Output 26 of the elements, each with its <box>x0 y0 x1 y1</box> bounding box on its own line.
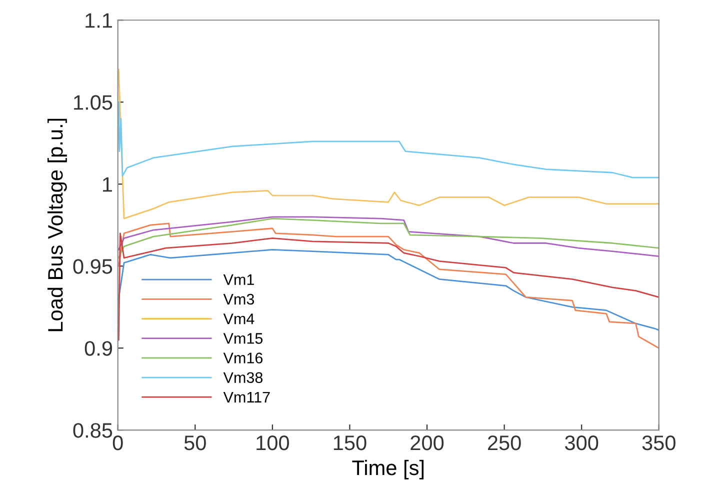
legend-label: Vm38 <box>223 372 263 384</box>
legend-label: Vm1 <box>223 274 254 285</box>
y-tick-label: 0.85 <box>73 423 112 438</box>
legend-label: Vm3 <box>223 294 254 305</box>
y-tick-label: 0.9 <box>84 341 112 356</box>
x-tick-label: 50 <box>184 435 206 450</box>
y-tick-label: 1 <box>103 177 112 192</box>
line-series <box>118 101 659 178</box>
legend-label: Vm4 <box>223 314 254 324</box>
x-tick-label: 200 <box>410 435 444 450</box>
x-tick-label: 150 <box>334 435 366 450</box>
y-tick-label: 1.05 <box>74 95 112 110</box>
y-axis-title: Load Bus Voltage [p.u.] <box>47 118 67 332</box>
legend-label: Vm16 <box>223 352 263 364</box>
line-series <box>118 248 659 331</box>
legend-label: Vm117 <box>223 392 270 402</box>
line-series <box>118 68 659 220</box>
x-tick-label: 100 <box>256 435 290 450</box>
y-tick-label: 1.1 <box>86 13 112 28</box>
x-tick-label: 0 <box>112 435 123 450</box>
y-tick-label: 0.95 <box>73 259 112 274</box>
x-axis-title: Time [s] <box>352 460 424 480</box>
x-tick-label: 250 <box>488 435 521 450</box>
x-tick-label: 300 <box>565 435 598 450</box>
legend-label: Vm15 <box>223 333 263 344</box>
x-tick-label: 350 <box>642 435 676 450</box>
